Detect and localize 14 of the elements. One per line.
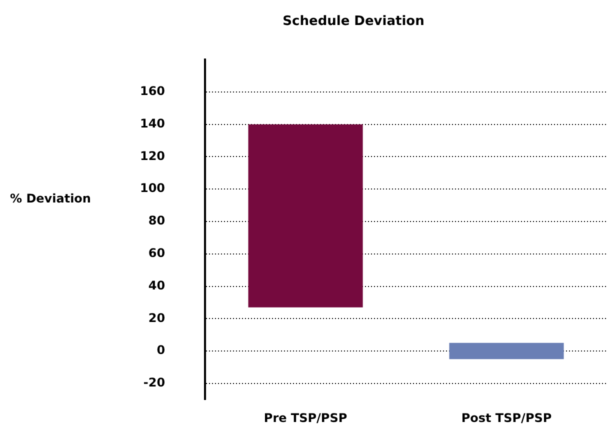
y-tick-label: 60 <box>148 246 166 260</box>
y-tick-label: 0 <box>156 343 166 358</box>
y-tick-label: 80 <box>148 214 166 228</box>
chart-title: Schedule Deviation <box>282 14 424 30</box>
y-tick-label: 20 <box>148 310 166 325</box>
x-tick-label: Post TSP/PSP <box>461 410 552 425</box>
y-axis-title: % Deviation <box>10 192 91 206</box>
y-tick-label: 140 <box>140 116 166 130</box>
x-tick-label: Pre TSP/PSP <box>264 410 348 425</box>
y-tick-label: 100 <box>140 181 166 196</box>
y-tick-label: 160 <box>140 84 166 98</box>
y-tick-label: 120 <box>140 148 166 163</box>
y-tick-label: 40 <box>148 278 166 292</box>
y-tick-label: -20 <box>143 376 166 390</box>
